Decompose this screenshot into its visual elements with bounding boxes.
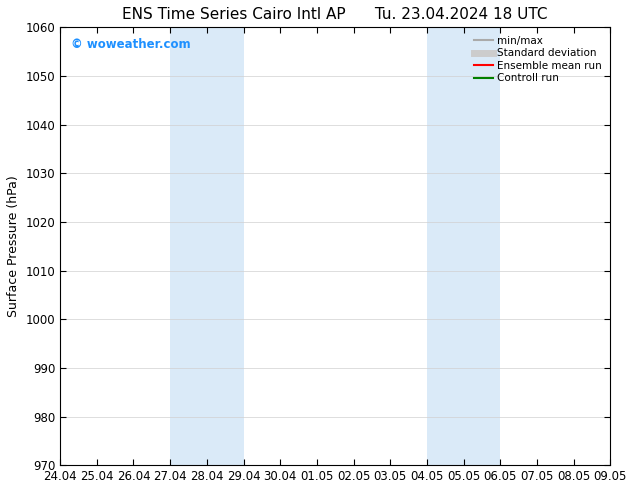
Text: © woweather.com: © woweather.com xyxy=(71,38,191,51)
Bar xyxy=(170,27,243,465)
Y-axis label: Surface Pressure (hPa): Surface Pressure (hPa) xyxy=(7,175,20,317)
Title: ENS Time Series Cairo Intl AP      Tu. 23.04.2024 18 UTC: ENS Time Series Cairo Intl AP Tu. 23.04.… xyxy=(122,7,548,22)
Legend: min/max, Standard deviation, Ensemble mean run, Controll run: min/max, Standard deviation, Ensemble me… xyxy=(471,32,605,87)
Bar xyxy=(427,27,500,465)
